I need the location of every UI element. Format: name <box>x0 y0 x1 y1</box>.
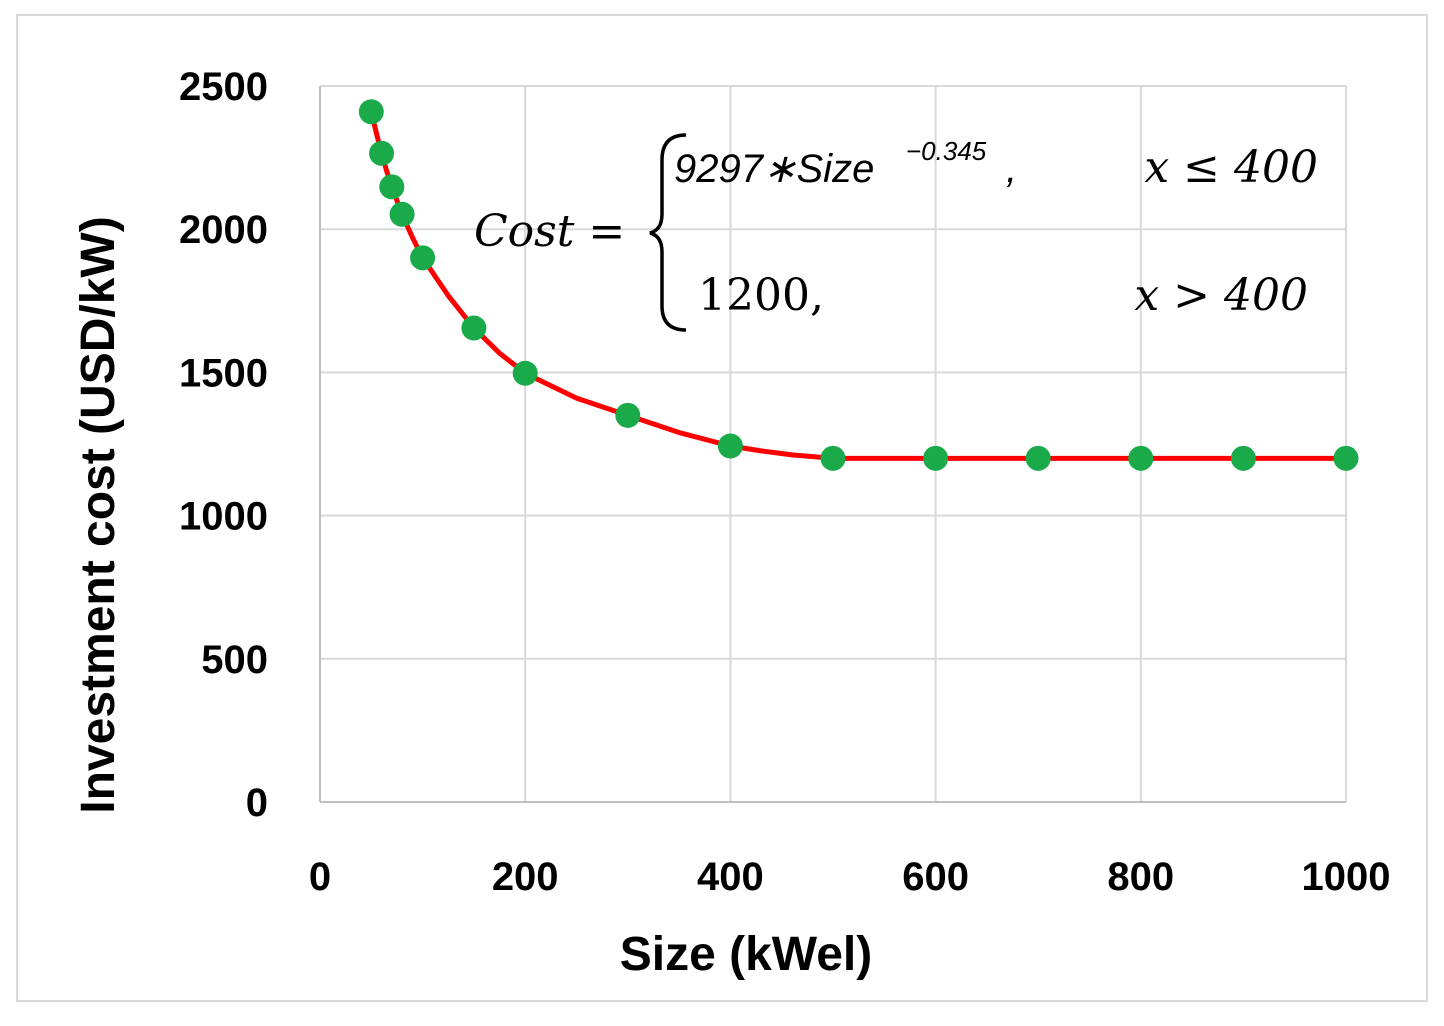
left-brace-icon <box>649 133 687 332</box>
y-tick-label: 1500 <box>179 351 268 395</box>
x-axis-title: Size (kWel) <box>620 928 873 981</box>
data-point <box>1128 445 1154 471</box>
data-point <box>820 445 846 471</box>
data-point <box>379 174 405 200</box>
y-tick-label: 2500 <box>179 65 268 109</box>
x-tick-label: 800 <box>1107 855 1174 899</box>
x-tick-labels: 0 200 400 600 800 1000 <box>309 855 1391 899</box>
data-point <box>512 360 538 386</box>
equation-case2-condition: x > 400 <box>1134 270 1308 321</box>
chart-frame <box>16 14 1428 1002</box>
y-tick-label: 500 <box>201 638 268 682</box>
equation-case1-coef: 9297∗Size <box>674 147 874 191</box>
equation-case1-comma: , <box>1006 147 1017 191</box>
series-layer <box>358 99 1359 471</box>
data-point <box>1025 445 1051 471</box>
data-point <box>461 315 487 341</box>
data-point <box>369 140 395 166</box>
data-point <box>358 99 384 125</box>
cost-equation: Cost = 9297∗Size −0.345 , x ≤ 400 1200, … <box>474 133 1318 332</box>
x-tick-label: 200 <box>492 855 559 899</box>
x-tick-label: 600 <box>902 855 969 899</box>
equation-case1-exponent: −0.345 <box>906 136 987 166</box>
x-tick-label: 1000 <box>1302 855 1391 899</box>
x-tick-label: 400 <box>697 855 764 899</box>
y-axis-title: Investment cost (USD/kW) <box>72 216 125 813</box>
data-point <box>1333 445 1359 471</box>
data-point <box>1230 445 1256 471</box>
x-tick-label: 0 <box>309 855 331 899</box>
y-tick-labels: 0 500 1000 1500 2000 2500 <box>179 65 268 825</box>
data-point <box>717 433 743 459</box>
data-point <box>410 245 436 271</box>
equation-case2-value: 1200, <box>698 270 824 321</box>
equation-lhs: Cost = <box>474 206 625 257</box>
y-tick-label: 2000 <box>179 208 268 252</box>
gridlines <box>320 85 1347 802</box>
data-point <box>615 402 641 428</box>
data-point <box>389 201 415 227</box>
equation-case1-condition: x ≤ 400 <box>1144 142 1318 193</box>
data-point <box>923 445 949 471</box>
y-tick-label: 1000 <box>179 495 268 539</box>
y-tick-label: 0 <box>246 781 268 825</box>
axes <box>319 86 1346 803</box>
